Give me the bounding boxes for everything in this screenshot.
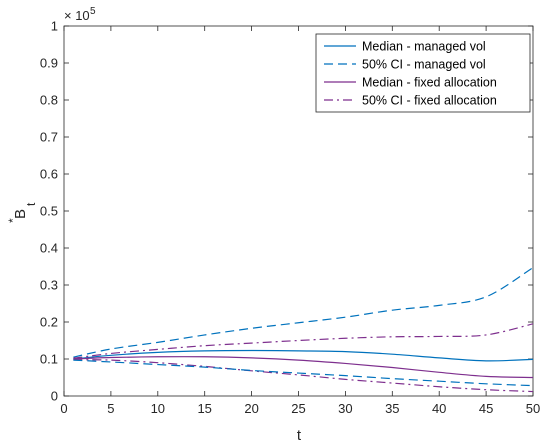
x-tick-label: 15 (197, 401, 211, 416)
y-axis-title: B * t (6, 202, 38, 223)
series-line-median-fixed-allocation (73, 356, 534, 379)
y-tick-label: 1 (51, 19, 58, 34)
x-axis-title: t (297, 427, 302, 444)
y-axis-title-sub: t (24, 202, 38, 206)
y-tick-label: 0.4 (40, 241, 58, 256)
y-axis-title-sup: * (6, 218, 20, 223)
x-axis: 0 5 10 15 20 25 30 35 40 45 50 (60, 26, 540, 416)
x-tick-label: 50 (526, 401, 540, 416)
x-tick-label: 20 (244, 401, 258, 416)
exponent-base: × 10 (64, 8, 90, 23)
x-tick-label: 10 (151, 401, 165, 416)
legend-label-median-managed-vol: Median - managed vol (362, 40, 486, 54)
y-tick-label: 0.9 (40, 56, 58, 71)
legend-label-50-ci-fixed-allocation: 50% CI - fixed allocation (362, 94, 497, 108)
series-line-50-ci-fixed-allocation (73, 359, 534, 393)
x-tick-label: 35 (385, 401, 399, 416)
y-axis: 0 0.1 0.2 0.3 0.4 0.5 0.6 0.7 0.8 0.9 1 (40, 19, 533, 404)
y-tick-label: 0 (51, 389, 58, 404)
y-tick-label: 0.1 (40, 352, 58, 367)
legend: Median - managed vol 50% CI - managed vol… (315, 33, 531, 113)
series-line-ci-lower-5 (73, 323, 534, 359)
legend-label-50-ci-managed-vol: 50% CI - managed vol (362, 58, 486, 72)
y-tick-label: 0.2 (40, 315, 58, 330)
series-layer (73, 267, 534, 393)
x-tick-label: 0 (60, 401, 67, 416)
series-line-median-managed-vol (73, 349, 534, 362)
y-tick-label: 0.6 (40, 167, 58, 182)
series-line-ci-lower-4 (73, 359, 534, 387)
exponent-power: 5 (90, 6, 96, 17)
x-tick-label: 45 (479, 401, 493, 416)
y-tick-label: 0.5 (40, 204, 58, 219)
y-tick-label: 0.3 (40, 278, 58, 293)
y-tick-label: 0.7 (40, 130, 58, 145)
y-tick-label: 0.8 (40, 93, 58, 108)
series-line-50-ci-managed-vol (73, 267, 534, 358)
y-axis-title-base: B (12, 209, 29, 219)
x-tick-label: 25 (291, 401, 305, 416)
x-tick-label: 30 (338, 401, 352, 416)
legend-box (315, 33, 531, 113)
x-tick-label: 5 (107, 401, 114, 416)
y-axis-exponent: × 10 5 (64, 6, 96, 23)
legend-label-median-fixed-allocation: Median - fixed allocation (362, 76, 497, 90)
x-tick-label: 40 (432, 401, 446, 416)
